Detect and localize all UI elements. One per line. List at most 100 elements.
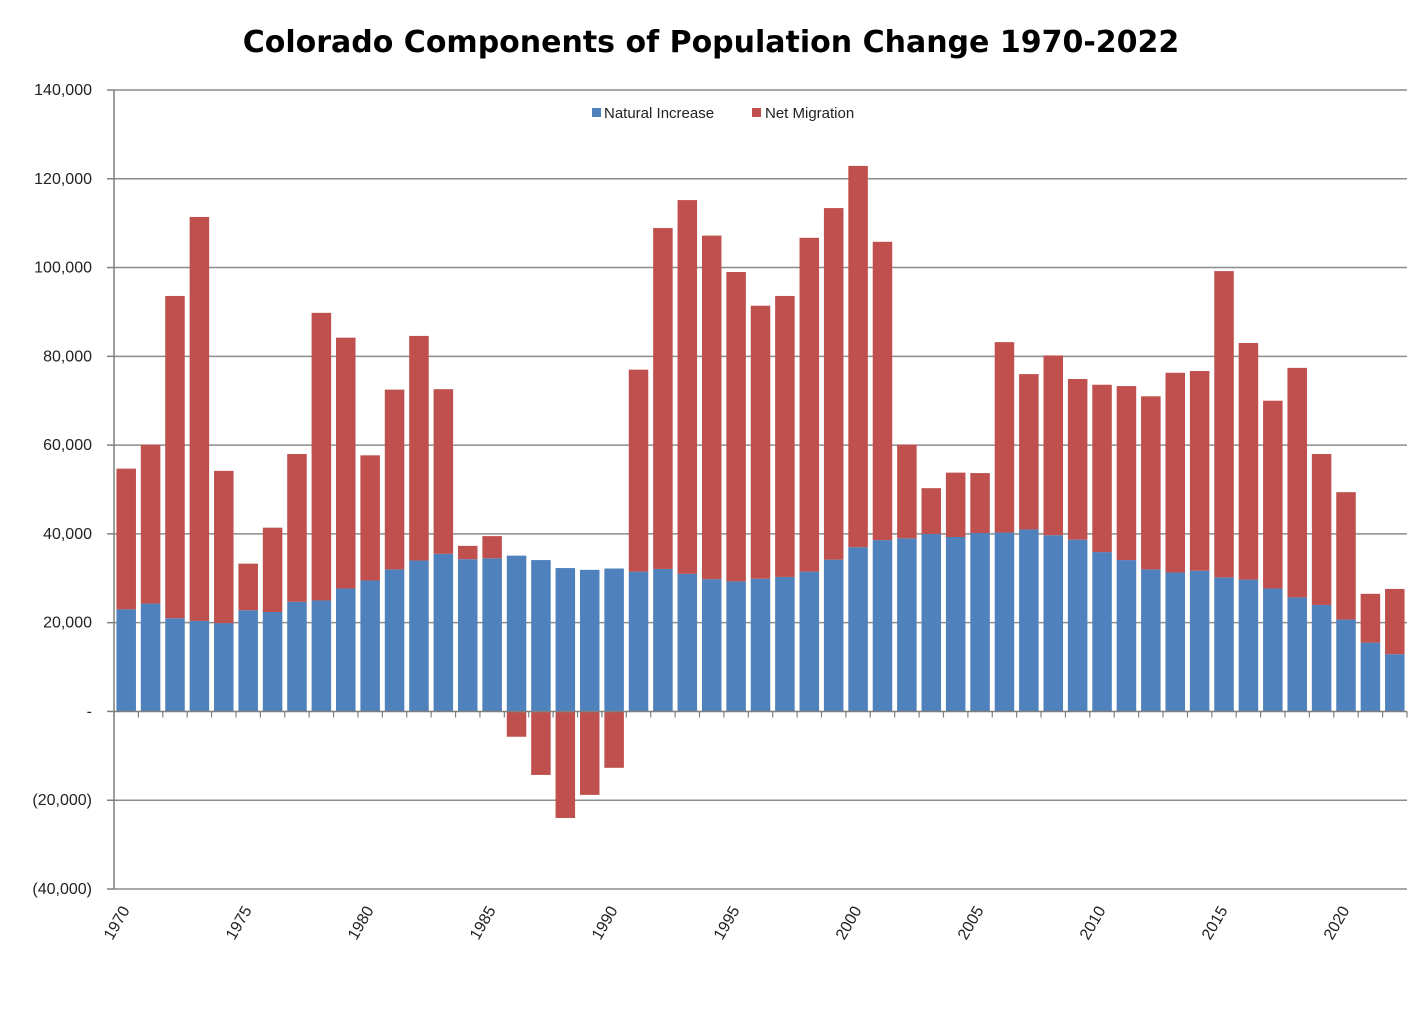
bar-natural-increase-1981 [384, 569, 405, 712]
bar-natural-increase-2001 [872, 540, 893, 712]
bar-net-migration-1974 [214, 470, 234, 624]
bar-net-migration-2004 [945, 472, 966, 537]
bar-net-migration-1975 [238, 563, 258, 611]
bar-natural-increase-1998 [799, 571, 820, 712]
bar-net-migration-1990 [604, 711, 624, 768]
chart-title: Colorado Components of Population Change… [243, 25, 1180, 60]
y-tick-label: (20,000) [32, 792, 92, 809]
bar-net-migration-2017 [1263, 400, 1283, 589]
bar-natural-increase-1978 [311, 600, 332, 712]
bar-net-migration-1993 [677, 200, 698, 574]
bar-natural-increase-1995 [726, 581, 746, 712]
bar-natural-increase-1975 [238, 610, 258, 712]
y-tick-label: (40,000) [32, 881, 92, 898]
bar-net-migration-1978 [311, 312, 332, 601]
bar-natural-increase-2008 [1043, 535, 1064, 712]
bar-natural-increase-2018 [1287, 597, 1307, 712]
bar-net-migration-1996 [750, 305, 771, 579]
bar-net-migration-2005 [970, 473, 990, 534]
legend-label-natural-increase: Natural Increase [604, 105, 714, 122]
bar-natural-increase-1980 [360, 580, 380, 712]
bar-natural-increase-1983 [433, 553, 454, 712]
bar-natural-increase-1977 [287, 601, 307, 712]
bar-net-migration-1988 [555, 711, 576, 818]
bar-net-migration-2022 [1385, 588, 1405, 655]
bar-net-migration-1972 [165, 295, 185, 619]
bar-net-migration-2006 [994, 342, 1015, 533]
bar-natural-increase-1971 [140, 603, 161, 712]
bar-natural-increase-1973 [189, 620, 210, 712]
bar-natural-increase-1993 [677, 573, 698, 712]
bar-natural-increase-2014 [1189, 570, 1210, 712]
y-tick-labels: 140,000 120,000 100,000 80,000 60,000 40,000 2… [32, 82, 92, 898]
bar-net-migration-2014 [1189, 370, 1210, 571]
bar-net-migration-1970 [116, 468, 136, 610]
bar-net-migration-2011 [1116, 386, 1137, 561]
bar-net-migration-2019 [1311, 453, 1332, 605]
y-tick-label: 120,000 [34, 171, 92, 188]
bar-natural-increase-1979 [336, 588, 356, 712]
legend-swatch-natural-increase [592, 108, 601, 117]
bar-net-migration-2018 [1287, 367, 1307, 598]
bar-net-migration-1994 [701, 235, 722, 580]
bar-natural-increase-1976 [262, 612, 283, 712]
bar-natural-increase-1985 [482, 558, 502, 712]
bar-natural-increase-1997 [775, 576, 795, 712]
bar-net-migration-1973 [189, 216, 210, 621]
bar-net-migration-1980 [360, 455, 380, 581]
bar-net-migration-1971 [140, 444, 161, 604]
bar-natural-increase-2006 [994, 532, 1015, 712]
bar-net-migration-1986 [506, 711, 527, 737]
bar-net-migration-2015 [1214, 271, 1234, 578]
bar-net-migration-2002 [897, 444, 917, 539]
bar-net-migration-2000 [848, 165, 868, 548]
bar-natural-increase-2002 [897, 538, 917, 712]
bar-net-migration-2003 [921, 488, 942, 534]
y-tick-label: 40,000 [43, 526, 92, 543]
bars [116, 165, 1405, 818]
bar-net-migration-2008 [1043, 355, 1064, 536]
bar-net-migration-1991 [628, 369, 649, 572]
bar-natural-increase-2017 [1263, 588, 1283, 712]
bar-natural-increase-1992 [653, 568, 673, 712]
bar-natural-increase-1996 [750, 578, 771, 712]
legend: Natural Increase Net Migration [592, 105, 854, 122]
y-tick-label: 80,000 [43, 348, 92, 365]
legend-swatch-net-migration [752, 108, 761, 117]
bar-net-migration-2001 [872, 241, 893, 541]
bar-natural-increase-1991 [628, 571, 649, 712]
bar-natural-increase-2010 [1092, 552, 1112, 712]
bar-net-migration-1983 [433, 389, 454, 554]
bar-net-migration-1976 [262, 527, 283, 613]
bar-natural-increase-2011 [1116, 560, 1137, 712]
bar-net-migration-1999 [823, 208, 844, 560]
bar-natural-increase-1972 [165, 618, 185, 712]
bar-natural-increase-1989 [579, 569, 600, 712]
bar-natural-increase-2003 [921, 533, 942, 712]
y-tick-label: 100,000 [34, 260, 92, 277]
y-tick-label: 60,000 [43, 437, 92, 454]
bar-net-migration-1989 [579, 711, 600, 795]
legend-label-net-migration: Net Migration [765, 105, 854, 122]
bar-natural-increase-1982 [409, 560, 429, 712]
bar-net-migration-2016 [1238, 343, 1259, 580]
bar-natural-increase-1986 [506, 555, 527, 712]
bar-natural-increase-2009 [1067, 539, 1088, 712]
bar-net-migration-2020 [1336, 492, 1356, 620]
bar-net-migration-1977 [287, 453, 307, 602]
bar-net-migration-2007 [1019, 374, 1039, 530]
bar-natural-increase-2007 [1019, 529, 1039, 712]
bar-natural-increase-1987 [531, 560, 551, 712]
bar-net-migration-1998 [799, 237, 820, 572]
bar-natural-increase-1999 [823, 559, 844, 712]
bar-natural-increase-2022 [1385, 654, 1405, 712]
bar-net-migration-1982 [409, 335, 429, 561]
bar-natural-increase-2012 [1141, 569, 1161, 712]
bar-net-migration-2021 [1360, 593, 1381, 643]
bar-natural-increase-2020 [1336, 619, 1356, 712]
bar-natural-increase-1988 [555, 568, 576, 712]
bar-net-migration-1985 [482, 536, 502, 559]
bar-net-migration-1997 [775, 295, 795, 577]
